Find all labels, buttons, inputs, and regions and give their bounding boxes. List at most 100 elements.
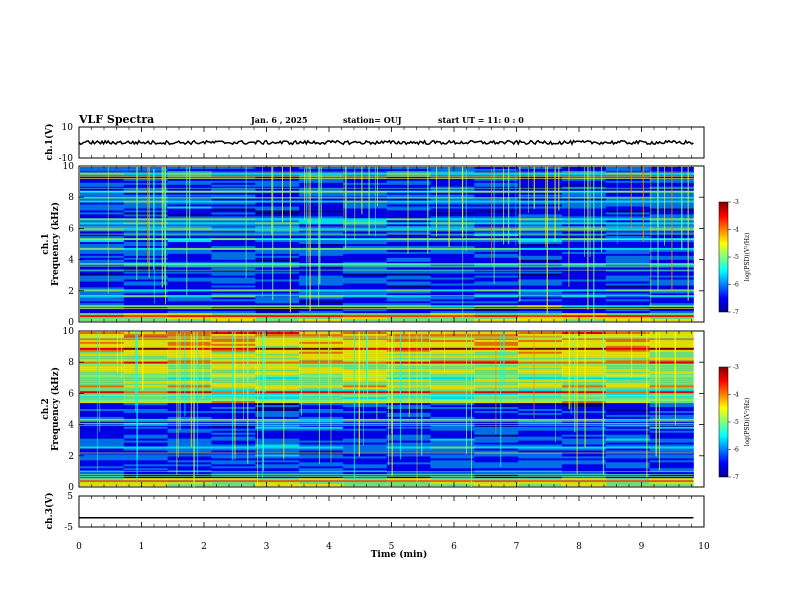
- spectrogram-cell: [561, 379, 607, 382]
- spectrogram-cell: [605, 192, 651, 195]
- spectrogram-cell: [561, 271, 607, 274]
- spectrogram-cell: [474, 273, 519, 276]
- spectrogram-cell: [561, 377, 607, 380]
- spectrogram-cell: [430, 442, 475, 445]
- spectrogram-cell: [474, 167, 519, 170]
- spectrogram-cell: [167, 450, 212, 453]
- spectrogram-cell: [80, 349, 125, 353]
- spectrogram-cell: [342, 476, 388, 479]
- spectrogram-cell: [518, 242, 563, 245]
- spectrogram-cell: [299, 236, 344, 239]
- spectrogram-cell: [605, 299, 651, 302]
- spectrogram-cell: [299, 468, 344, 471]
- spectrogram-cell: [649, 411, 694, 414]
- spectrogram-cell: [649, 444, 694, 447]
- spectrogram-cell: [605, 259, 651, 263]
- spectrogram-cell: [518, 430, 563, 433]
- spectrogram-cell: [605, 426, 651, 430]
- spectrogram-cell: [299, 424, 344, 428]
- spectrogram-cell: [430, 428, 475, 431]
- spectrogram-cell: [167, 466, 212, 469]
- spectrogram-cell: [123, 438, 169, 441]
- spectrogram-cell: [211, 222, 256, 225]
- spectrogram-cell: [561, 277, 607, 280]
- spectrogram-cell: [430, 228, 475, 231]
- spectrogram-cell: [518, 412, 563, 416]
- spectrogram-cell: [474, 412, 519, 416]
- spectrogram-cell: [605, 442, 651, 445]
- spectrogram-cell: [518, 468, 563, 471]
- spectrogram-cell: [474, 446, 519, 449]
- spectrogram-cell: [123, 422, 169, 426]
- spectrogram-cell: [605, 345, 651, 349]
- spectrogram-cell: [386, 428, 431, 431]
- spectrogram-cell: [518, 220, 563, 223]
- spectrogram-cell: [80, 334, 125, 337]
- spectrogram-cell: [649, 436, 694, 439]
- spectrogram-cell: [299, 313, 344, 316]
- spectrogram-cell: [561, 301, 607, 304]
- spectrogram-cell: [80, 303, 125, 306]
- spectrogram-cell: [123, 261, 169, 265]
- spectrogram-cell: [561, 257, 607, 261]
- spectrogram-cell: [80, 337, 125, 341]
- spectrogram-cell: [211, 478, 256, 481]
- spectrogram-cell: [605, 230, 651, 233]
- spectrogram-cell: [211, 462, 256, 465]
- spectrogram-cell: [211, 432, 256, 435]
- spectrogram-cell: [299, 257, 344, 261]
- time-axis: 0 1 2 3 4 5 6 7 8 9 10: [76, 127, 710, 552]
- spectrogram-cell: [561, 444, 607, 447]
- spectrogram-cell: [605, 194, 651, 197]
- spectrogram-cell: [605, 180, 651, 184]
- spectrogram-cell: [211, 251, 256, 255]
- spectrogram-cell: [561, 391, 607, 394]
- spectrogram-cell: [167, 383, 212, 386]
- spectrogram-cell: [255, 436, 300, 439]
- spectrogram-cell: [649, 355, 694, 358]
- spectrogram-cell: [430, 416, 475, 420]
- spectrogram-cell: [649, 472, 694, 475]
- spectrogram-cell: [167, 244, 212, 247]
- spectrogram-cell: [342, 216, 388, 219]
- spectrogram-cell: [518, 313, 563, 316]
- spectrogram-cell: [80, 198, 125, 201]
- spectrogram-cell: [430, 317, 475, 320]
- spectrogram-cell: [167, 351, 212, 354]
- spectrogram-cell: [167, 269, 212, 272]
- spectrogram-cell: [561, 317, 607, 320]
- spectrogram-cell: [80, 472, 125, 475]
- spectrogram-cell: [561, 484, 607, 487]
- spectrogram-cell: [474, 341, 519, 345]
- spectrogram-cell: [474, 230, 519, 233]
- spectrogram-cell: [342, 184, 388, 188]
- spectrogram-cell: [474, 389, 519, 392]
- spectrogram-cell: [123, 351, 169, 354]
- spectrogram-cell: [255, 222, 300, 225]
- spectrogram-cell: [605, 255, 651, 259]
- spectrogram-cell: [80, 293, 125, 296]
- spectrogram-cell: [299, 430, 344, 433]
- spectrogram-cell: [605, 273, 651, 276]
- spectrogram-cell: [430, 269, 475, 272]
- spectrogram-cell: [342, 351, 388, 354]
- spectrogram-cell: [430, 200, 475, 203]
- spectrogram-cell: [299, 355, 344, 358]
- spectrogram-cell: [123, 182, 169, 186]
- spectrogram-cell: [605, 332, 651, 335]
- spectrogram-cell: [474, 287, 519, 290]
- spectrogram-cell: [80, 267, 125, 270]
- spectrogram-cell: [211, 349, 256, 353]
- spectrogram-cell: [80, 450, 125, 453]
- spectrogram-cell: [605, 246, 651, 249]
- spectrogram-cell: [123, 405, 169, 408]
- spectrogram-cell: [474, 442, 519, 445]
- spectrogram-cell: [299, 385, 344, 388]
- spectrogram-cell: [299, 464, 344, 467]
- spectrogram-cell: [80, 393, 125, 396]
- spectrogram-cell: [123, 206, 169, 209]
- spectrogram-cell: [80, 273, 125, 276]
- spectrogram-cell: [605, 220, 651, 223]
- spectrogram-cell: [123, 436, 169, 439]
- spectrogram-cell: [518, 180, 563, 184]
